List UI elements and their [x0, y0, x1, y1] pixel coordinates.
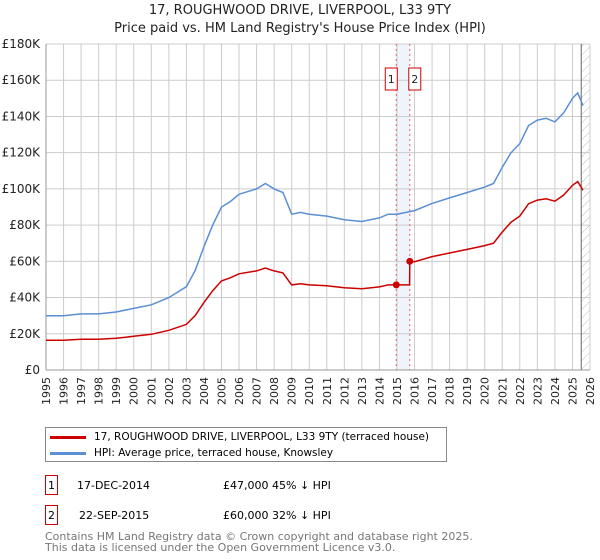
x-tick-label: 1999	[110, 377, 123, 405]
y-tick-label: £40K	[9, 291, 41, 305]
x-tick-label: 2022	[514, 377, 527, 405]
x-tick-label: 2008	[268, 377, 281, 405]
legend-hpi: HPI: Average price, terraced house, Know…	[94, 447, 334, 459]
y-tick-label: £180K	[2, 37, 42, 51]
property-price-line	[46, 180, 584, 342]
x-tick-label: 2014	[373, 377, 386, 405]
y-tick-label: £140K	[2, 109, 42, 123]
y-tick-label: £80K	[9, 218, 41, 232]
x-tick-label: 2012	[338, 377, 351, 405]
x-tick-label: 2024	[549, 377, 562, 405]
x-tick-label: 2026	[584, 377, 597, 405]
sale-period-band	[396, 44, 410, 370]
y-tick-label: £60K	[9, 254, 41, 268]
x-tick-label: 2004	[198, 377, 211, 405]
x-tick-label: 1997	[75, 377, 88, 405]
sale-row-1: 1 17-DEC-2014 £47,000 45% ↓ HPI	[45, 475, 331, 495]
x-tick-label: 2016	[409, 377, 422, 405]
x-tick-label: 2018	[444, 377, 457, 405]
x-tick-label: 1995	[40, 377, 53, 405]
x-tick-label: 2013	[356, 377, 369, 405]
legend-property: 17, ROUGHWOOD DRIVE, LIVERPOOL, L33 9TY …	[94, 431, 430, 443]
sale-label-box	[384, 67, 398, 91]
y-tick-label: £120K	[2, 146, 42, 160]
sale-price: £47,000	[223, 478, 269, 492]
y-tick-label: £0	[25, 363, 40, 377]
y-tick-label: £100K	[2, 182, 42, 196]
forecast-hatch	[581, 44, 590, 370]
x-tick-label: 2011	[321, 377, 334, 405]
sale-label: 1	[388, 73, 395, 86]
x-tick-label: 2017	[426, 377, 439, 405]
x-tick-label: 2023	[531, 377, 544, 405]
sale-label-box	[408, 67, 422, 91]
hpi-line	[46, 91, 584, 317]
chart-plot: 1995 1996 1997 1998 1999 2000 2001 2002 2003 2004…	[2, 37, 597, 405]
sale-date: 22-SEP-2015	[79, 508, 150, 522]
x-tick-label: 2007	[251, 377, 264, 405]
x-tick-label: 2003	[180, 377, 193, 405]
x-tick-label: 2010	[303, 377, 316, 405]
legend: 17, ROUGHWOOD DRIVE, LIVERPOOL, L33 9TY …	[45, 427, 447, 462]
legend-red-line	[50, 435, 86, 439]
sale-date: 17-DEC-2014	[77, 478, 151, 492]
plot-area	[46, 44, 590, 370]
y-tick-label: £160K	[2, 73, 42, 87]
x-tick-label: 2002	[163, 377, 176, 405]
x-tick-label: 2006	[233, 377, 246, 405]
footer-line-1: Contains HM Land Registry data © Crown c…	[45, 530, 473, 543]
sale-point	[406, 257, 414, 265]
x-tick-label: 2015	[391, 377, 404, 405]
x-tick-label: 2020	[479, 377, 492, 405]
sale-hpi: 32% ↓ HPI	[272, 508, 331, 522]
footer: Contains HM Land Registry data © Crown c…	[45, 531, 473, 553]
sale-point	[392, 281, 400, 289]
legend-blue-line	[50, 451, 86, 455]
x-tick-label: 2005	[215, 377, 228, 405]
sale-label: 2	[411, 73, 418, 86]
x-tick-label: 1998	[93, 377, 106, 405]
sale-badge: 2	[45, 505, 58, 525]
x-tick-label: 1996	[58, 377, 71, 405]
chart-subtitle: Price paid vs. HM Land Registry's House …	[114, 21, 486, 36]
x-tick-label: 2025	[566, 377, 579, 405]
x-tick-label: 2009	[286, 377, 299, 405]
sale-row-2: 2 22-SEP-2015 £60,000 32% ↓ HPI	[45, 505, 331, 525]
sale-price: £60,000	[223, 508, 269, 522]
x-tick-label: 2001	[145, 377, 158, 405]
sale-hpi: 45% ↓ HPI	[272, 478, 331, 492]
x-tick-label: 2021	[496, 377, 509, 405]
sale-badge: 1	[45, 475, 58, 495]
x-tick-label: 2000	[128, 377, 141, 405]
x-tick-label: 2019	[461, 377, 474, 405]
footer-line-2: This data is licensed under the Open Gov…	[45, 541, 396, 554]
y-tick-label: £20K	[9, 327, 41, 341]
chart-title: 17, ROUGHWOOD DRIVE, LIVERPOOL, L33 9TY	[148, 3, 452, 18]
